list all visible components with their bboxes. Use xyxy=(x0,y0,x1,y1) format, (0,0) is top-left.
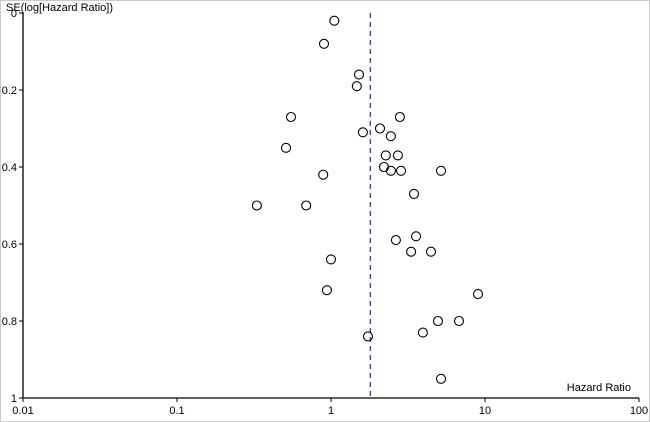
y-axis-label: SE(log[Hazard Ratio]) xyxy=(6,2,113,14)
study-data-point xyxy=(280,142,292,153)
study-data-point xyxy=(417,327,428,338)
study-data-point xyxy=(329,15,340,26)
study-data-point xyxy=(472,289,484,300)
study-data-point xyxy=(353,69,365,80)
study-data-point xyxy=(406,246,417,257)
study-data-point xyxy=(395,165,407,176)
study-data-point xyxy=(425,246,437,257)
y-tick-label: 0 xyxy=(11,8,17,20)
y-tick-label: 1 xyxy=(11,393,17,405)
study-data-point xyxy=(301,200,312,211)
study-data-point xyxy=(435,373,447,384)
study-data-point xyxy=(411,231,422,242)
study-data-point xyxy=(385,131,396,142)
x-tick-label: 100 xyxy=(630,405,648,417)
study-data-point xyxy=(432,315,444,327)
study-data-point xyxy=(374,123,386,134)
y-tick-label: 0.4 xyxy=(2,162,17,174)
study-data-point xyxy=(378,161,390,173)
study-data-point xyxy=(453,315,465,327)
study-data-point xyxy=(408,188,420,199)
study-data-point xyxy=(394,111,405,123)
study-data-point xyxy=(357,127,368,138)
y-tick-label: 0.8 xyxy=(2,316,17,328)
study-data-point xyxy=(251,200,262,211)
study-data-point xyxy=(392,150,403,161)
x-tick-label: 1 xyxy=(328,405,334,417)
y-tick-label: 0.2 xyxy=(2,85,17,97)
study-data-point xyxy=(380,150,391,161)
study-data-point xyxy=(321,285,332,296)
study-data-point xyxy=(325,254,337,265)
study-data-point xyxy=(351,81,362,92)
study-data-point xyxy=(318,169,329,180)
study-data-point xyxy=(435,165,447,176)
x-axis-label: Hazard Ratio xyxy=(566,382,631,394)
study-data-point xyxy=(318,38,330,49)
study-data-point xyxy=(362,331,374,342)
x-tick-label: 10 xyxy=(479,405,491,417)
study-data-point xyxy=(285,111,297,123)
y-tick-label: 0.6 xyxy=(2,239,17,251)
study-data-point xyxy=(390,235,401,246)
x-tick-label: 0.1 xyxy=(169,405,184,417)
x-tick-label: 0.01 xyxy=(12,405,33,417)
study-data-point xyxy=(385,165,396,176)
